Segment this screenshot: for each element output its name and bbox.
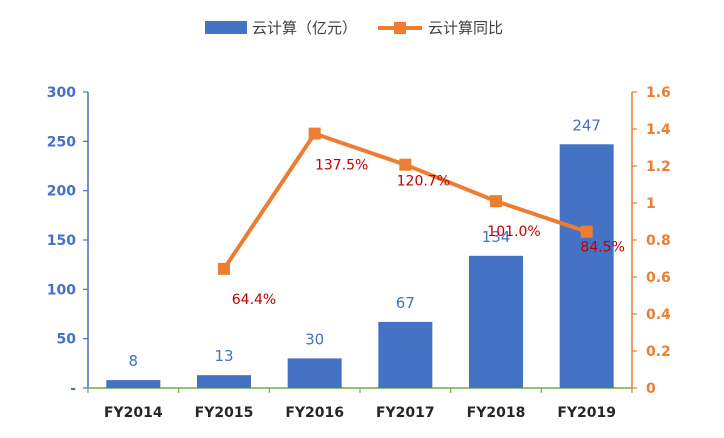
x-category-label: FY2018 bbox=[467, 405, 526, 421]
y-right-tick-label: 1 bbox=[646, 196, 656, 212]
y-right-tick-label: 0.4 bbox=[646, 307, 671, 323]
line-value-label: 84.5% bbox=[580, 240, 624, 256]
line-series bbox=[218, 127, 593, 275]
y-left-tick-label: 100 bbox=[47, 282, 76, 298]
bar bbox=[197, 375, 251, 388]
legend-bar-label: 云计算（亿元） bbox=[252, 19, 357, 37]
bar-value-label: 8 bbox=[129, 352, 139, 370]
bar bbox=[287, 358, 342, 388]
line-marker bbox=[218, 262, 230, 275]
line-value-label: 120.7% bbox=[397, 174, 450, 190]
bar bbox=[106, 380, 161, 388]
line-marker bbox=[399, 158, 412, 171]
line-value-label: 101.0% bbox=[487, 224, 540, 240]
y-left-tick-label: 250 bbox=[47, 134, 76, 150]
legend-line-marker bbox=[394, 22, 406, 34]
bar-value-label: 247 bbox=[572, 116, 601, 134]
y-right-tick-label: 1.4 bbox=[646, 122, 671, 138]
y-right-tick-label: 0 bbox=[646, 381, 656, 397]
y-right-tick-label: 1.2 bbox=[646, 159, 671, 175]
bar-value-label: 134 bbox=[482, 228, 511, 246]
x-category-label: FY2016 bbox=[285, 405, 344, 421]
line-value-label: 64.4% bbox=[232, 292, 276, 308]
y-left-tick-label: - bbox=[70, 381, 76, 397]
y-right-tick-label: 1.6 bbox=[646, 85, 671, 101]
legend-bar-swatch bbox=[205, 21, 247, 34]
bar-value-label: 30 bbox=[305, 330, 324, 348]
x-category-label: FY2019 bbox=[557, 405, 616, 421]
bar bbox=[469, 255, 523, 388]
data-labels: 8 13 30 67 134 247 64.4% 137.5% 120.7% 101.0% 84.5… bbox=[129, 116, 625, 370]
x-category-label: FY2017 bbox=[376, 405, 435, 421]
bar-series bbox=[106, 144, 614, 388]
y-left-tick-label: 50 bbox=[57, 332, 77, 348]
line-marker bbox=[490, 195, 502, 208]
x-category-label: FY2014 bbox=[104, 405, 163, 421]
line-marker bbox=[308, 127, 321, 140]
line-path bbox=[222, 131, 588, 270]
line-marker bbox=[580, 225, 593, 238]
y-left-tick-label: 300 bbox=[47, 85, 76, 101]
axes: - 50 100 150 200 250 300 0 0.2 0.4 0.6 0.8 1 1.2 1.4 1.… bbox=[47, 85, 671, 421]
y-right-tick-label: 0.2 bbox=[646, 344, 671, 360]
bar-value-label: 13 bbox=[214, 347, 233, 365]
y-right-tick-label: 0.6 bbox=[646, 270, 671, 286]
bar-value-label: 67 bbox=[396, 294, 415, 312]
line-value-label: 137.5% bbox=[315, 158, 368, 174]
y-right-tick-label: 0.8 bbox=[646, 233, 671, 249]
bar bbox=[378, 321, 433, 388]
bar bbox=[559, 144, 614, 388]
legend: 云计算（亿元） 云计算同比 bbox=[205, 19, 503, 37]
legend-line-label: 云计算同比 bbox=[428, 19, 503, 37]
y-left-tick-label: 150 bbox=[47, 233, 76, 249]
y-left-tick-label: 200 bbox=[47, 184, 76, 200]
x-category-label: FY2015 bbox=[195, 405, 254, 421]
